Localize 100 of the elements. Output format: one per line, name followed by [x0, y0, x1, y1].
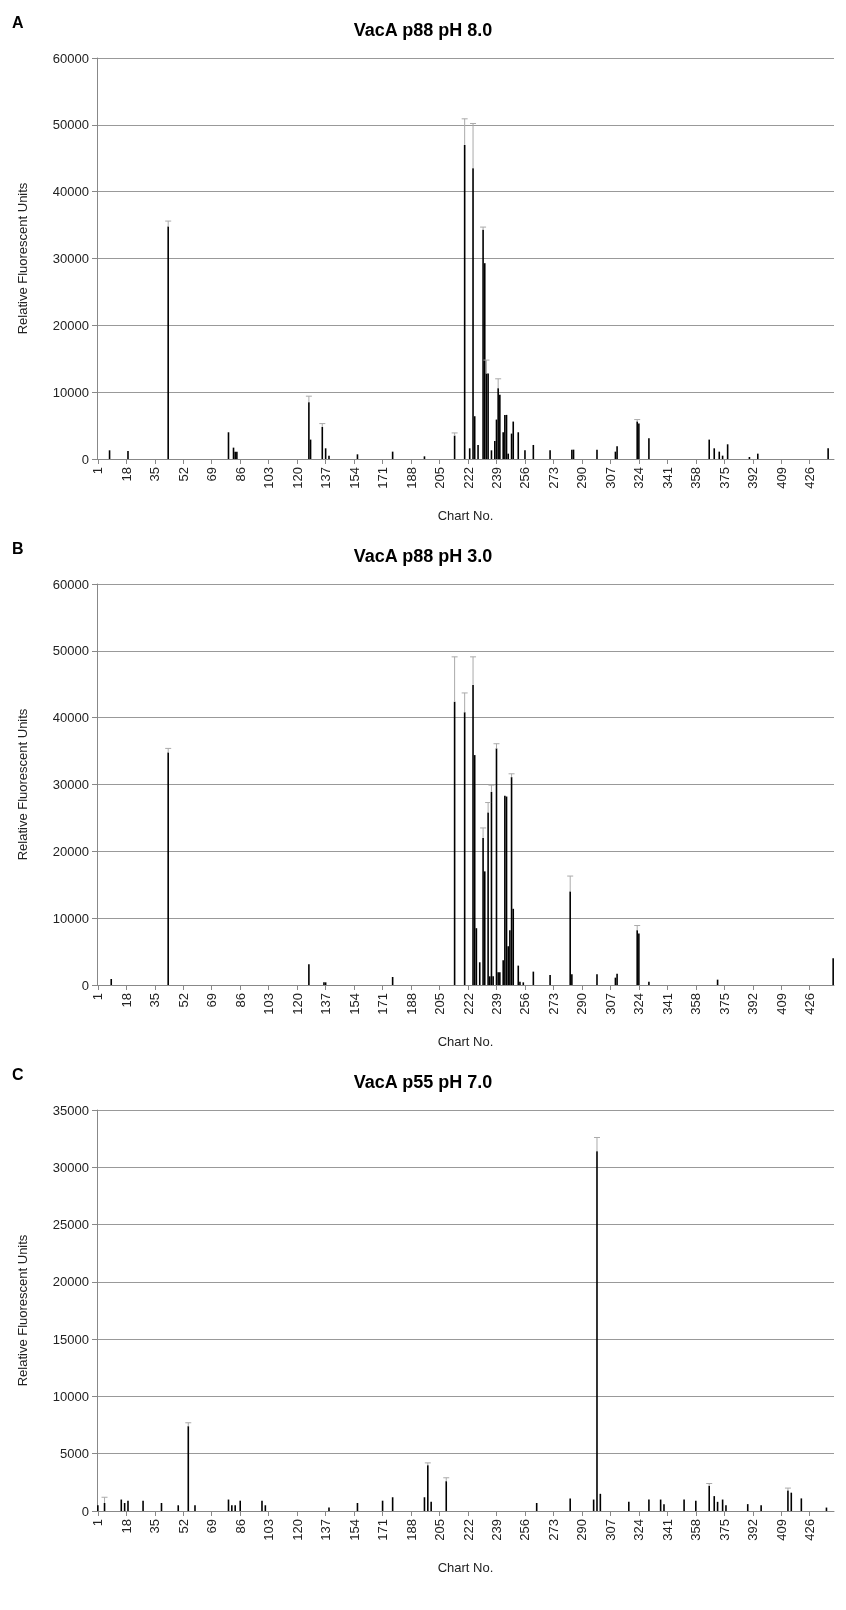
- x-tick-label: 341: [659, 1519, 675, 1541]
- x-tick-label: 171: [375, 993, 391, 1015]
- x-tick-label: 171: [375, 1519, 391, 1541]
- x-tick-label: 18: [118, 993, 134, 1008]
- y-tick-label: 20000: [52, 843, 89, 859]
- x-tick-label: 137: [318, 467, 334, 489]
- y-tick-label: 60000: [52, 50, 89, 66]
- y-tick-label: 20000: [52, 1274, 89, 1290]
- x-tick-label: 103: [261, 1519, 277, 1541]
- x-tick-label: 52: [175, 993, 191, 1008]
- x-tick-label: 409: [773, 467, 789, 489]
- y-tick-label: 5000: [60, 1446, 89, 1462]
- y-axis-title: Relative Fluorescent Units: [15, 182, 30, 335]
- y-tick-label: 50000: [52, 117, 89, 133]
- x-tick-label: 290: [574, 993, 590, 1015]
- x-tick-label: 358: [688, 993, 704, 1015]
- x-tick-label: 1: [90, 1519, 106, 1527]
- x-tick-label: 273: [545, 1519, 561, 1541]
- x-tick-label: 426: [802, 1519, 818, 1541]
- x-tick-label: 239: [488, 993, 504, 1015]
- x-tick-label: 188: [403, 993, 419, 1015]
- y-axis-title: Relative Fluorescent Units: [15, 1234, 30, 1387]
- x-tick-label: 222: [460, 993, 476, 1015]
- x-tick-label: 35: [147, 467, 163, 482]
- x-tick-label: 256: [517, 1519, 533, 1541]
- x-tick-label: 358: [688, 467, 704, 489]
- x-tick-label: 86: [232, 1519, 248, 1534]
- y-tick-label: 40000: [52, 184, 89, 200]
- y-tick-label: 0: [81, 977, 89, 993]
- x-tick-label: 290: [574, 1519, 590, 1541]
- x-tick-label: 103: [261, 467, 277, 489]
- x-tick-label: 18: [118, 467, 134, 482]
- y-axis-title: Relative Fluorescent Units: [15, 708, 30, 861]
- x-tick-label: 222: [460, 467, 476, 489]
- x-tick-label: 154: [346, 1519, 362, 1541]
- x-tick-label: 137: [318, 993, 334, 1015]
- x-tick-label: 290: [574, 467, 590, 489]
- x-tick-label: 426: [802, 993, 818, 1015]
- x-tick-label: 375: [716, 993, 732, 1015]
- x-tick-label: 341: [659, 467, 675, 489]
- x-tick-label: 409: [773, 993, 789, 1015]
- x-tick-label: 1: [90, 467, 106, 475]
- x-tick-label: 375: [716, 467, 732, 489]
- y-tick-label: 10000: [52, 1388, 89, 1404]
- chart-title: VacA p88 pH 3.0: [353, 546, 493, 566]
- x-tick-label: 256: [517, 467, 533, 489]
- x-tick-label: 171: [375, 467, 391, 489]
- x-tick-label: 103: [261, 993, 277, 1015]
- y-tick-label: 15000: [52, 1331, 89, 1347]
- x-tick-label: 239: [488, 1519, 504, 1541]
- text: C: [12, 1065, 24, 1083]
- y-tick-label: 30000: [52, 1159, 89, 1175]
- x-tick-label: 307: [602, 993, 618, 1015]
- y-tick-label: 0: [81, 451, 89, 467]
- x-tick-label: 426: [802, 467, 818, 489]
- x-tick-label: 205: [432, 467, 448, 489]
- x-tick-label: 35: [147, 993, 163, 1008]
- x-tick-label: 324: [631, 1519, 647, 1541]
- y-tick-label: 35000: [52, 1102, 89, 1118]
- x-tick-label: 69: [204, 1519, 220, 1534]
- x-tick-label: 307: [602, 467, 618, 489]
- y-tick-label: 40000: [52, 710, 89, 726]
- x-tick-label: 239: [488, 467, 504, 489]
- y-tick-label: 25000: [52, 1217, 89, 1233]
- x-tick-label: 52: [175, 1519, 191, 1534]
- y-tick-label: 30000: [52, 251, 89, 266]
- x-tick-label: 375: [716, 1519, 732, 1541]
- x-tick-label: 409: [773, 1519, 789, 1541]
- x-tick-label: 120: [289, 467, 305, 489]
- x-tick-label: 35: [147, 1519, 163, 1534]
- y-tick-label: 60000: [52, 576, 89, 592]
- x-tick-label: 392: [745, 993, 761, 1015]
- x-tick-label: 205: [432, 993, 448, 1015]
- x-tick-label: 392: [745, 467, 761, 489]
- x-tick-label: 324: [631, 467, 647, 489]
- x-tick-label: 256: [517, 993, 533, 1015]
- x-axis-title: Chart No.: [437, 1560, 494, 1575]
- x-tick-label: 392: [745, 1519, 761, 1541]
- x-tick-label: 188: [403, 1519, 419, 1541]
- x-axis-title: Chart No.: [437, 508, 494, 523]
- x-tick-label: 86: [232, 993, 248, 1008]
- x-axis-title: Chart No.: [437, 1034, 494, 1049]
- x-tick-label: 137: [318, 1519, 334, 1541]
- x-tick-label: 358: [688, 1519, 704, 1541]
- x-tick-label: 222: [460, 1519, 476, 1541]
- chart-title: VacA p88 pH 8.0: [353, 20, 493, 40]
- x-tick-label: 273: [545, 993, 561, 1015]
- y-tick-label: 0: [81, 1503, 89, 1519]
- x-tick-label: 120: [289, 993, 305, 1015]
- y-tick-label: 30000: [52, 777, 89, 792]
- x-tick-label: 69: [204, 993, 220, 1008]
- y-tick-label: 10000: [52, 910, 89, 926]
- x-tick-label: 52: [175, 467, 191, 482]
- x-tick-label: 69: [204, 467, 220, 482]
- x-tick-label: 205: [432, 1519, 448, 1541]
- x-tick-label: 188: [403, 467, 419, 489]
- x-tick-label: 273: [545, 467, 561, 489]
- y-tick-label: 50000: [52, 643, 89, 659]
- text: B: [12, 539, 24, 557]
- chart-title: VacA p55 pH 7.0: [353, 1072, 493, 1092]
